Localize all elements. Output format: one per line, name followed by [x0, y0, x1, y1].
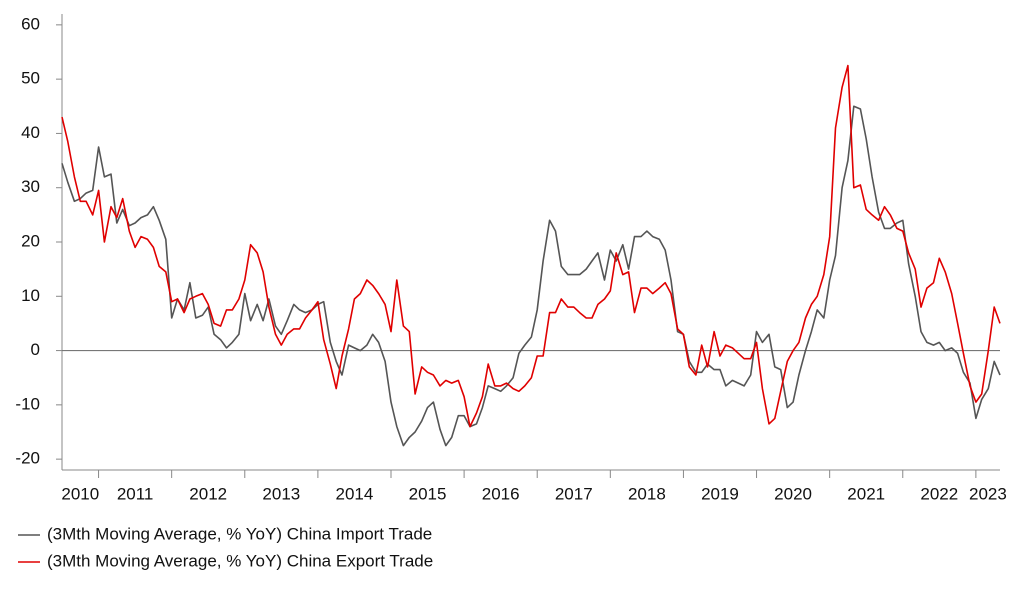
x-tick-label: 2011: [117, 484, 154, 503]
x-tick-label: 2022: [920, 484, 958, 503]
y-tick-label: -10: [15, 394, 40, 413]
y-tick-label: 30: [21, 177, 40, 196]
series-line: [61, 64, 1001, 428]
x-tick-label: 2012: [189, 484, 227, 503]
y-tick-label: 10: [21, 286, 40, 305]
y-tick-label: 0: [31, 340, 40, 359]
legend-label: (3Mth Moving Average, % YoY) China Expor…: [47, 551, 433, 570]
y-tick-label: 50: [21, 69, 40, 88]
legend-label: (3Mth Moving Average, % YoY) China Impor…: [47, 524, 432, 543]
series-line: [61, 105, 1001, 447]
x-tick-label: 2010: [61, 484, 99, 503]
x-tick-label: 2019: [701, 484, 739, 503]
y-tick-label: 20: [21, 231, 40, 250]
x-tick-label: 2014: [336, 484, 374, 503]
y-tick-label: 40: [21, 123, 40, 142]
x-tick-label: 2013: [262, 484, 300, 503]
x-tick-label: 2015: [409, 484, 447, 503]
x-tick-label: 2018: [628, 484, 666, 503]
y-tick-label: -20: [15, 449, 40, 468]
x-tick-label: 2017: [555, 484, 593, 503]
x-tick-label: 2020: [774, 484, 812, 503]
y-tick-label: 60: [21, 14, 40, 33]
x-tick-label: 2016: [482, 484, 520, 503]
x-tick-label: 2023: [969, 484, 1007, 503]
x-tick-label: 2021: [847, 484, 885, 503]
